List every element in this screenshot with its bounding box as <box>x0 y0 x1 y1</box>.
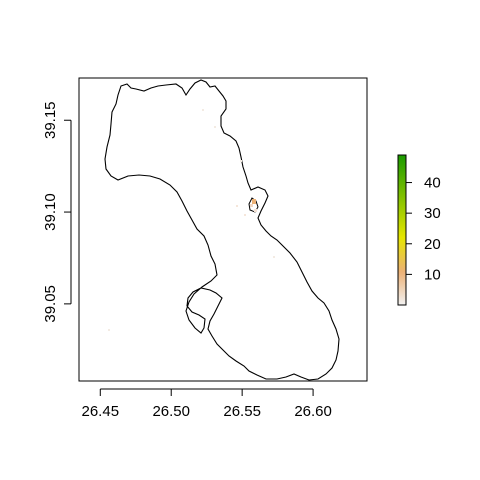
x-tick-label: 26.45 <box>82 403 120 420</box>
x-axis: 26.45 26.50 26.55 26.60 <box>82 388 332 420</box>
legend-ticks: 10 20 30 40 <box>406 175 441 283</box>
legend-tick-label: 10 <box>424 266 441 283</box>
color-legend: 10 20 30 40 <box>397 154 441 306</box>
legend-tick-label: 20 <box>424 236 441 253</box>
plot-frame <box>78 77 368 382</box>
legend-tick-label: 40 <box>424 175 441 192</box>
y-tick-label: 39.15 <box>42 101 59 139</box>
island-outline <box>104 79 340 381</box>
y-axis: 39.05 39.10 39.15 <box>42 101 72 323</box>
legend-tick-label: 30 <box>424 205 441 222</box>
x-tick-label: 26.60 <box>294 403 332 420</box>
x-tick-label: 26.50 <box>152 403 190 420</box>
y-tick-label: 39.05 <box>42 285 59 323</box>
y-tick-label: 39.10 <box>42 193 59 231</box>
x-tick-label: 26.55 <box>223 403 261 420</box>
raster-cells <box>108 109 275 331</box>
legend-colorbar <box>397 154 407 306</box>
